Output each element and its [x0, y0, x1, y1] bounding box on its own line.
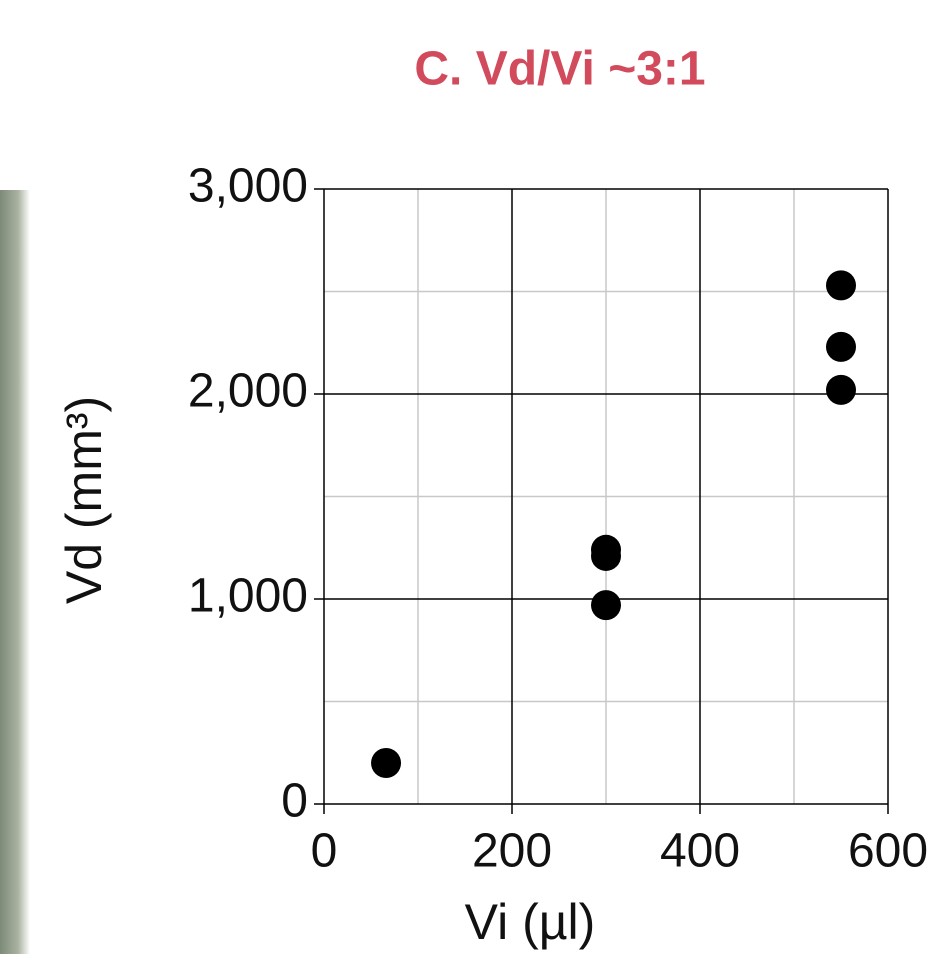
chart-title: C. Vd/Vi ~3:1: [414, 43, 705, 96]
y-tick-label: 2,000: [188, 365, 308, 418]
x-tick-label: 0: [311, 825, 338, 878]
x-tick-label: 200: [472, 825, 552, 878]
data-point: [591, 540, 621, 571]
data-point: [591, 590, 621, 621]
background-strip: [0, 190, 30, 954]
data-point: [826, 331, 856, 362]
x-axis-label: Vi (µl): [465, 894, 596, 950]
y-tick-label: 1,000: [188, 570, 308, 623]
y-tick-label: 0: [281, 775, 308, 828]
data-point: [371, 748, 402, 778]
data-point: [826, 270, 856, 301]
y-tick-label: 3,000: [188, 160, 308, 213]
data-point: [826, 374, 856, 405]
x-tick-label: 400: [660, 825, 740, 878]
x-tick-label: 600: [848, 825, 928, 878]
y-axis-label: Vd (mm³): [56, 396, 112, 604]
